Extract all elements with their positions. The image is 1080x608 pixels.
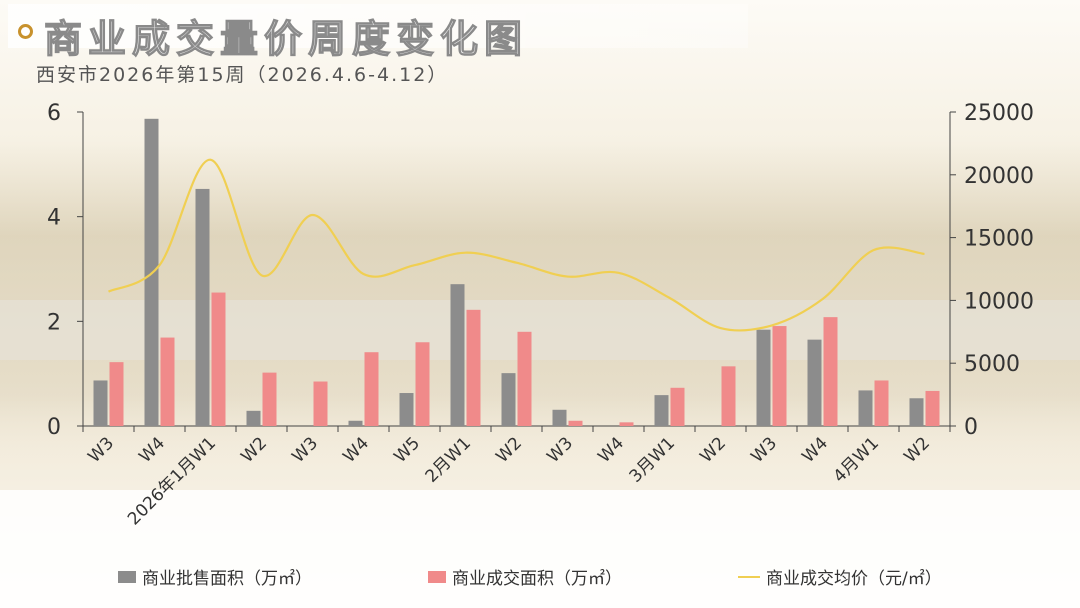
bar-deal [211,292,226,426]
bar-supply [195,188,210,426]
bar-supply [450,284,465,426]
bar-supply [909,398,924,426]
x-tick-label: 2月W1 [422,433,475,486]
bar-deal [721,366,736,426]
bar-deal [262,372,277,426]
bar-deal [364,352,379,426]
x-tick-label: W3 [543,433,577,467]
x-tick-label: W5 [390,433,424,467]
y-right-tick-label: 5000 [964,352,1020,377]
bar-deal [874,380,889,426]
bar-supply [654,395,669,426]
bar-deal [160,337,175,426]
bar-deal [466,309,481,426]
bar-deal [109,362,124,426]
x-tick-label: W3 [84,433,118,467]
bar-deal [415,342,430,426]
bar-deal [313,381,328,426]
bar-supply [807,339,822,426]
bar-deal [619,422,634,426]
y-left-tick-label: 6 [47,101,61,126]
x-tick-label: 2026年1月W1 [124,433,220,529]
title-bullet-icon [18,24,33,39]
bar-supply [501,373,516,426]
x-tick-label: W2 [237,433,271,467]
bar-deal [568,420,583,426]
bar-supply [93,380,108,426]
x-tick-label: W2 [492,433,526,467]
bar-supply [756,329,771,426]
x-tick-label: W4 [594,433,628,467]
page-subtitle: 西安市2026年第15周（2026.4.6-4.12） [36,64,449,86]
x-tick-label: W3 [747,433,781,467]
x-tick-label: W2 [900,433,934,467]
bar-deal [670,387,685,426]
x-tick-label: W2 [696,433,730,467]
x-tick-label: W3 [288,433,322,467]
y-right-tick-label: 25000 [964,101,1034,126]
y-left-tick-label: 0 [47,415,61,440]
series-line-price [107,158,925,332]
legend-swatch-supply [118,570,136,583]
bar-supply [399,393,414,426]
legend-swatch-price [738,575,760,578]
title-banner: 商业成交量价周度变化图 [8,4,748,62]
y-right-tick-label: 15000 [964,227,1034,252]
bar-deal [925,390,940,426]
bar-supply [552,409,567,426]
y-left-tick-label: 4 [47,206,61,231]
x-tick-label: W4 [798,433,832,467]
y-right-tick-label: 10000 [964,289,1034,314]
bar-supply [246,410,261,426]
legend-item-price: 商业成交均价（元/㎡） [738,564,942,589]
legend-label-deal: 商业成交面积（万㎡） [452,569,622,589]
y-right-tick-label: 20000 [964,164,1034,189]
legend-item-supply: 商业批售面积（万㎡） [118,564,312,589]
y-left-tick-label: 2 [47,310,61,335]
x-tick-label: W4 [135,433,169,467]
x-tick-label: 4月W1 [830,433,883,486]
bar-deal [772,326,787,426]
y-right-tick-label: 0 [964,415,978,440]
x-tick-label: W4 [339,433,373,467]
x-tick-label: 3月W1 [626,433,679,486]
bar-deal [823,317,838,426]
bar-deal [517,331,532,426]
legend-item-deal: 商业成交面积（万㎡） [428,564,622,589]
legend-label-price: 商业成交均价（元/㎡） [766,569,942,589]
bar-supply [348,420,363,426]
legend-swatch-deal [428,570,446,583]
legend-label-supply: 商业批售面积（万㎡） [142,569,312,589]
bar-supply [858,390,873,426]
page-title: 商业成交量价周度变化图 [43,16,529,61]
